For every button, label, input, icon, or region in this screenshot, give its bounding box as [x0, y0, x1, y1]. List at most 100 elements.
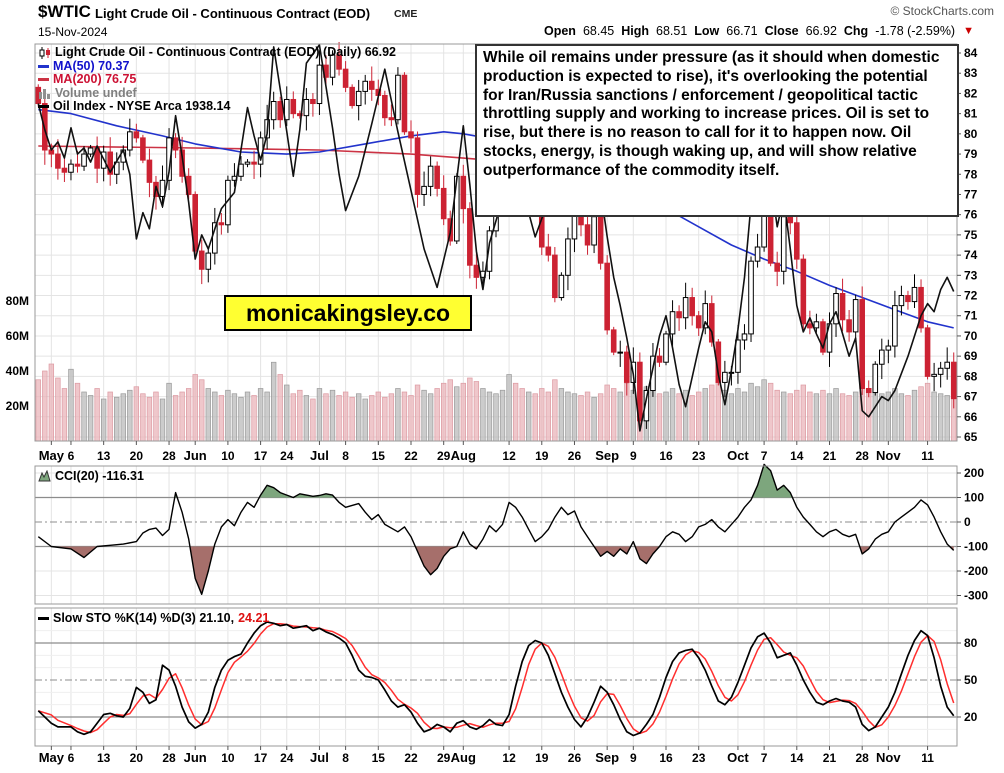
svg-text:16: 16	[659, 751, 673, 765]
close-label: Close	[764, 24, 799, 38]
svg-text:70: 70	[964, 329, 978, 343]
svg-text:11: 11	[921, 449, 934, 463]
svg-text:Jun: Jun	[184, 750, 207, 765]
svg-text:Aug: Aug	[451, 750, 476, 765]
svg-text:20: 20	[130, 751, 144, 765]
svg-text:71: 71	[964, 309, 978, 323]
svg-text:81: 81	[964, 107, 978, 121]
svg-text:17: 17	[254, 449, 268, 463]
svg-text:16: 16	[659, 449, 673, 463]
svg-text:69: 69	[964, 349, 978, 363]
svg-text:29: 29	[437, 751, 451, 765]
high-label: High	[621, 24, 649, 38]
cci-legend: CCI(20) -116.31	[38, 469, 144, 483]
svg-text:100: 100	[964, 491, 984, 505]
chg-down-icon: ▼	[963, 25, 974, 37]
svg-text:6: 6	[68, 751, 75, 765]
svg-text:75: 75	[964, 228, 978, 242]
svg-text:10: 10	[221, 449, 235, 463]
svg-text:68: 68	[964, 369, 978, 383]
svg-text:23: 23	[692, 751, 706, 765]
svg-text:29: 29	[437, 449, 451, 463]
svg-text:13: 13	[97, 449, 111, 463]
sto-axes: 80 50 20	[34, 607, 978, 747]
svg-text:-300: -300	[964, 589, 988, 603]
cci-grid	[35, 466, 957, 604]
sto-legend: Slow STO %K(14) %D(3) 21.10, 24.21	[38, 611, 269, 625]
svg-text:14: 14	[790, 751, 804, 765]
svg-text:83: 83	[964, 66, 978, 80]
svg-text:26: 26	[568, 751, 582, 765]
svg-text:20M: 20M	[6, 399, 29, 413]
svg-text:Jul: Jul	[310, 448, 329, 463]
page-title: Light Crude Oil - Continuous Contract (E…	[95, 6, 371, 21]
svg-text:74: 74	[964, 248, 978, 262]
svg-text:Sep: Sep	[595, 448, 619, 463]
svg-text:22: 22	[404, 751, 418, 765]
svg-text:9: 9	[630, 449, 637, 463]
legend-volume-label: Volume undef	[55, 85, 137, 100]
chg-label: Chg	[843, 24, 869, 38]
legend-ma200-row: MA(200) 76.75	[38, 72, 396, 87]
svg-text:72: 72	[964, 289, 978, 303]
svg-text:67: 67	[964, 390, 978, 404]
legend-price-label: Light Crude Oil - Continuous Contract (E…	[55, 45, 396, 59]
high-value: 68.51	[656, 24, 688, 38]
svg-text:22: 22	[404, 449, 418, 463]
svg-text:17: 17	[254, 751, 268, 765]
svg-text:Sep: Sep	[595, 750, 619, 765]
svg-text:13: 13	[97, 751, 111, 765]
svg-text:Nov: Nov	[876, 750, 901, 765]
svg-text:66: 66	[964, 410, 978, 424]
svg-text:6: 6	[68, 449, 75, 463]
x-axis-labels-top: May Jun Jul Aug Sep Oct Nov 6 13 20 28 10 17 24 8 15 22 2…	[39, 441, 934, 463]
cci-fills	[38, 466, 954, 595]
svg-text:12: 12	[502, 449, 516, 463]
svg-text:200: 200	[964, 466, 984, 480]
symbol: $WTIC	[38, 2, 91, 21]
svg-text:-200: -200	[964, 564, 988, 578]
svg-text:15: 15	[372, 751, 386, 765]
svg-text:10: 10	[221, 751, 235, 765]
svg-text:82: 82	[964, 86, 978, 100]
svg-text:Jun: Jun	[184, 448, 207, 463]
svg-text:73: 73	[964, 268, 978, 282]
svg-text:79: 79	[964, 147, 978, 161]
sto-grid	[35, 608, 957, 746]
cci-axes: 200 100 0 -100 -200 -300	[34, 465, 988, 605]
legend-ma50-label: MA(50) 70.37	[53, 58, 130, 73]
chg-value: -1.78 (-2.59%)	[875, 24, 956, 38]
legend-volume-row: Volume undef	[38, 85, 396, 101]
svg-text:28: 28	[856, 751, 870, 765]
svg-text:21: 21	[823, 449, 837, 463]
sto-legend-label: Slow STO %K(14) %D(3) 21.10,	[53, 611, 235, 625]
svg-text:11: 11	[921, 751, 934, 765]
legend-price-row: Light Crude Oil - Continuous Contract (E…	[38, 45, 396, 60]
copyright: © StockCharts.com	[890, 4, 994, 18]
low-value: 66.71	[726, 24, 758, 38]
cci-line	[37, 463, 955, 595]
cci-legend-label: CCI(20) -116.31	[55, 469, 144, 483]
svg-text:14: 14	[790, 449, 804, 463]
svg-text:21: 21	[823, 751, 837, 765]
svg-text:12: 12	[502, 751, 516, 765]
candlestick-icon	[39, 46, 50, 59]
svg-text:8: 8	[342, 449, 349, 463]
svg-text:-100: -100	[964, 540, 988, 554]
svg-text:80M: 80M	[6, 294, 29, 308]
svg-text:76: 76	[964, 208, 978, 222]
watermark-badge: monicakingsley.co	[224, 295, 472, 331]
svg-text:28: 28	[162, 449, 176, 463]
main-axes: 65 66 67 68 69 70 71 72 73 74 75 76 77 78 79 80 81 82 83 84…	[6, 43, 978, 444]
open-value: 68.45	[582, 24, 615, 38]
svg-text:40M: 40M	[6, 364, 29, 378]
svg-text:23: 23	[692, 449, 706, 463]
low-label: Low	[694, 24, 720, 38]
chart-date: 15-Nov-2024	[38, 25, 108, 39]
oil-index-line	[37, 44, 955, 432]
exchange-label: CME	[394, 8, 418, 20]
svg-text:50: 50	[964, 673, 978, 687]
svg-text:Oct: Oct	[727, 750, 749, 765]
svg-text:Oct: Oct	[727, 448, 749, 463]
